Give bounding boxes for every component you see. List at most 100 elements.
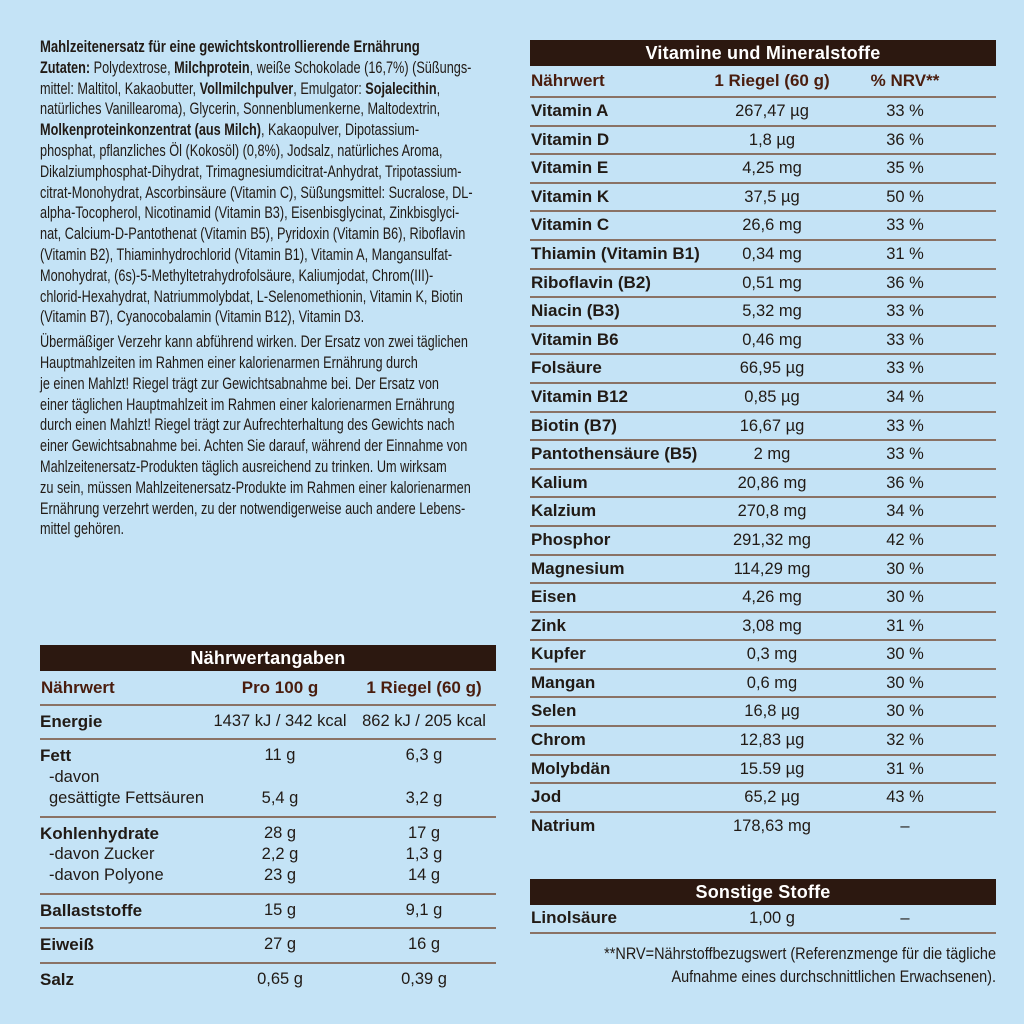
table-row: Eisen 4,26 mg 30 % [530, 584, 996, 613]
table-row: Folsäure 66,95 µg 33 % [530, 355, 996, 384]
nutrient-name: Eisen [531, 587, 577, 607]
nutrient-name: Molybdän [531, 758, 611, 778]
amount-value: 3,08 mg [742, 616, 802, 635]
ingredients-line: (Vitamin B7), Cyanocobalamin (Vitamin B1… [40, 308, 365, 327]
amount-value: 1,8 µg [748, 130, 796, 149]
usage-line: einer täglichen Hauptmahlzeit im Rahmen … [40, 395, 455, 414]
nutrient-name: Mangan [531, 672, 596, 692]
table-row-group: Kohlenhydrate 28 g 17 g -davon Zucker 2,2 g 1… [40, 818, 496, 895]
amount-value: 12,83 µg [739, 731, 805, 750]
value-per-100g: 2,2 g [261, 844, 299, 863]
amount-value: 270,8 mg [737, 502, 807, 521]
nutrition-table-title-bar: Nährwertangaben [40, 645, 496, 671]
table-row-group: Salz 0,65 g 0,39 g [40, 964, 496, 996]
nrv-value: 30 % [886, 702, 924, 721]
amount-value: 0,34 mg [742, 244, 802, 263]
ingredients-line: phosphat, pflanzliches Öl (Kokosöl) (0,8… [40, 141, 443, 160]
nutrient-name: Natrium [531, 815, 596, 835]
nutrient-name: Vitamin A [531, 101, 609, 120]
nutrient-name: Biotin (B7) [531, 415, 617, 435]
table-row: Vitamin B6 0,46 mg 33 % [530, 327, 996, 356]
table-row-group: Fett 11 g 6,3 g -davon gesättigte Fettsäuren… [40, 740, 496, 818]
vitamins-table-rows: Vitamin A 267,47 µg 33 % Vitamin D 1,8 µg 36 … [530, 98, 996, 841]
other-table-title-bar: Sonstige Stoffe [530, 879, 996, 906]
nutrient-name: Vitamin E [531, 158, 609, 178]
table-row: Kalium 20,86 mg 36 % [530, 470, 996, 499]
nutrient-name: Pantothensäure (B5) [531, 444, 698, 464]
table-row: Niacin (B3) 5,32 mg 33 % [530, 298, 996, 327]
value-per-bar: 17 g [407, 823, 441, 842]
table-row: Molybdän 15.59 µg 31 % [530, 756, 996, 785]
nutrient-subname: -davon [49, 767, 100, 786]
ingredients-line: nat, Calcium-D-Pantothenat (Vitamin B5),… [40, 225, 466, 244]
table-row: Jod 65,2 µg 43 % [530, 784, 996, 813]
amount-value: 0,6 mg [746, 673, 798, 692]
table-row: Kupfer 0,3 mg 30 % [530, 641, 996, 670]
nrv-value: 33 % [886, 445, 924, 464]
amount-value: 291,32 mg [733, 530, 811, 549]
nutrient-name: Energie [40, 712, 103, 731]
value-per-bar: 862 kJ / 205 kcal [362, 712, 486, 730]
ingredients-line: mittel: Maltitol, Kakaobutter, Vollmilch… [40, 79, 441, 98]
amount-value: 65,2 µg [744, 788, 800, 807]
ingredients-paragraph: Mahlzeitenersatz für eine gewichtskontro… [40, 37, 496, 328]
nrv-value: 30 % [886, 673, 924, 692]
table-row: Pantothensäure (B5) 2 mg 33 % [530, 441, 996, 470]
usage-line: Mahlzeitenersatz-Produkten täglich ausre… [40, 457, 447, 476]
nutrient-name: Magnesium [531, 558, 625, 578]
nutrient-name: Chrom [531, 730, 586, 750]
column-per-100g: Pro 100 g [241, 678, 319, 697]
usage-line: durch einen Mahlzt! Riegel trägt zur Auf… [40, 416, 455, 435]
amount-value: 0,3 mg [746, 645, 798, 664]
usage-line: zu sein, müssen Mahlzeitenersatz-Produkt… [40, 478, 471, 497]
nutrient-name: Kalium [531, 472, 588, 492]
amount-value: 16,8 µg [744, 702, 800, 721]
nrv-value: – [900, 909, 910, 928]
ingredients-line: citrat-Monohydrat, Ascorbinsäure (Vitami… [40, 183, 473, 202]
amount-value: 37,5 µg [744, 187, 800, 206]
nutrient-name: Linolsäure [531, 908, 617, 928]
nutrient-name: Vitamin B6 [531, 329, 619, 349]
nrv-value: 33 % [886, 102, 924, 120]
nrv-value: 50 % [886, 187, 924, 206]
vitamins-minerals-table: Vitamine und Mineralstoffe Nährwert 1 Ri… [530, 40, 996, 841]
nutrient-name: Eiweiß [40, 935, 94, 955]
table-row: Vitamin K 37,5 µg 50 % [530, 184, 996, 213]
usage-line: mittel gehören. [40, 520, 125, 539]
nutrient-name: Kohlenhydrate [40, 823, 160, 843]
value-per-bar: 0,39 g [401, 969, 447, 988]
amount-value: 114,29 mg [733, 559, 811, 578]
nutrient-name: Vitamin D [531, 129, 610, 149]
value-per-100g: 27 g [263, 935, 297, 954]
column-nrv: % NRV** [870, 71, 940, 90]
table-row: Kalzium 270,8 mg 34 % [530, 498, 996, 527]
ingredients-line: Zutaten: Polydextrose, Milchprotein, wei… [40, 58, 472, 77]
nutrient-name: Vitamin C [531, 215, 610, 235]
table-row: Salz 0,65 g 0,39 g [40, 969, 496, 990]
nrv-value: 33 % [886, 416, 924, 435]
table-row: Energie 1437 kJ / 342 kcal 862 kJ / 205 kc… [40, 711, 496, 732]
usage-lines: Übermäßiger Verzehr kann abführend wirke… [40, 332, 496, 540]
amount-value: 267,47 µg [735, 102, 809, 120]
amount-value: 4,25 mg [742, 159, 802, 178]
left-column: Mahlzeitenersatz für eine gewichtskontro… [40, 37, 496, 997]
nutrient-name: Jod [531, 787, 562, 807]
value-per-bar: 9,1 g [405, 900, 443, 919]
value-per-100g: 15 g [263, 900, 297, 919]
nutrient-subname: gesättigte Fettsäuren [49, 789, 205, 808]
nrv-value: 36 % [886, 130, 924, 149]
table-row-group: Eiweiß 27 g 16 g [40, 929, 496, 964]
amount-value: 4,26 mg [742, 588, 802, 607]
table-row: Fett 11 g 6,3 g [40, 745, 496, 766]
nutrient-name: Riboflavin (B2) [531, 272, 651, 292]
ingredients-line: alpha-Tocopherol, Nicotinamid (Vitamin B… [40, 204, 460, 223]
value-per-100g: 0,65 g [257, 969, 303, 988]
amount-value: 5,32 mg [742, 302, 802, 321]
table-row: Biotin (B7) 16,67 µg 33 % [530, 413, 996, 442]
nutrient-name: Kalzium [531, 501, 597, 521]
nrv-footnote: **NRV=Nährstoffbezugswert (Referenzmenge… [600, 943, 996, 988]
usage-line: Übermäßiger Verzehr kann abführend wirke… [40, 333, 468, 352]
nrv-value: 34 % [886, 502, 924, 521]
value-per-100g: 23 g [263, 866, 297, 885]
